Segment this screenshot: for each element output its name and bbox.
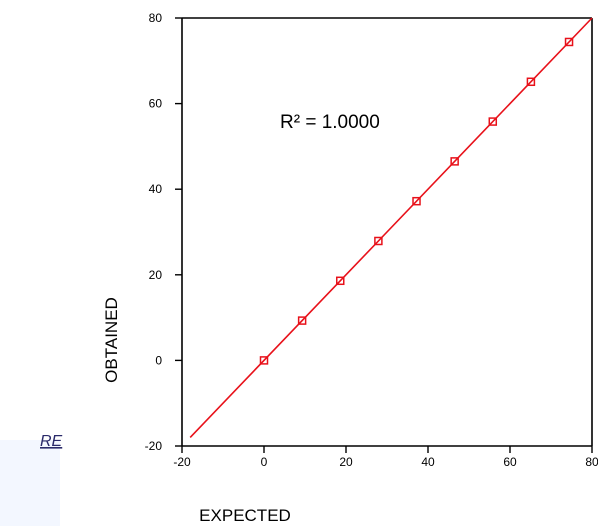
data-point [450, 157, 459, 166]
decorative-shape-1 [0, 440, 60, 526]
x-axis-ticks: -20 0 20 40 60 80 [173, 446, 598, 469]
y-tick-label: 60 [149, 97, 163, 111]
y-tick-label: 40 [149, 182, 163, 196]
y-tick-label: 20 [149, 268, 163, 282]
plot-area [189, 17, 593, 438]
data-point [259, 356, 269, 365]
y-tick-label: 0 [155, 353, 162, 367]
annotation-r-squared: R² = 1.0000 [280, 112, 380, 133]
data-point [374, 236, 383, 246]
x-tick-label: 20 [339, 455, 353, 469]
plot-frame [181, 17, 593, 447]
y-tick-label: 80 [149, 11, 163, 25]
x-axis-title: EXPECTED [199, 506, 291, 525]
data-point [336, 276, 345, 286]
x-tick-label: 0 [261, 455, 268, 469]
y-axis-title: OBTAINED [102, 297, 121, 383]
data-point [526, 77, 536, 87]
x-tick-label: 80 [585, 455, 598, 469]
y-axis-ticks: -20 0 20 40 60 80 [145, 11, 182, 453]
x-tick-label: -20 [173, 455, 191, 469]
data-point [564, 37, 574, 47]
data-point [488, 117, 498, 126]
trend-line [189, 17, 593, 438]
x-tick-label: 40 [421, 455, 435, 469]
data-point [297, 316, 307, 325]
y-tick-label: -20 [145, 439, 163, 453]
data-point [412, 196, 421, 206]
x-tick-label: 60 [503, 455, 517, 469]
side-text: RE [40, 433, 63, 450]
